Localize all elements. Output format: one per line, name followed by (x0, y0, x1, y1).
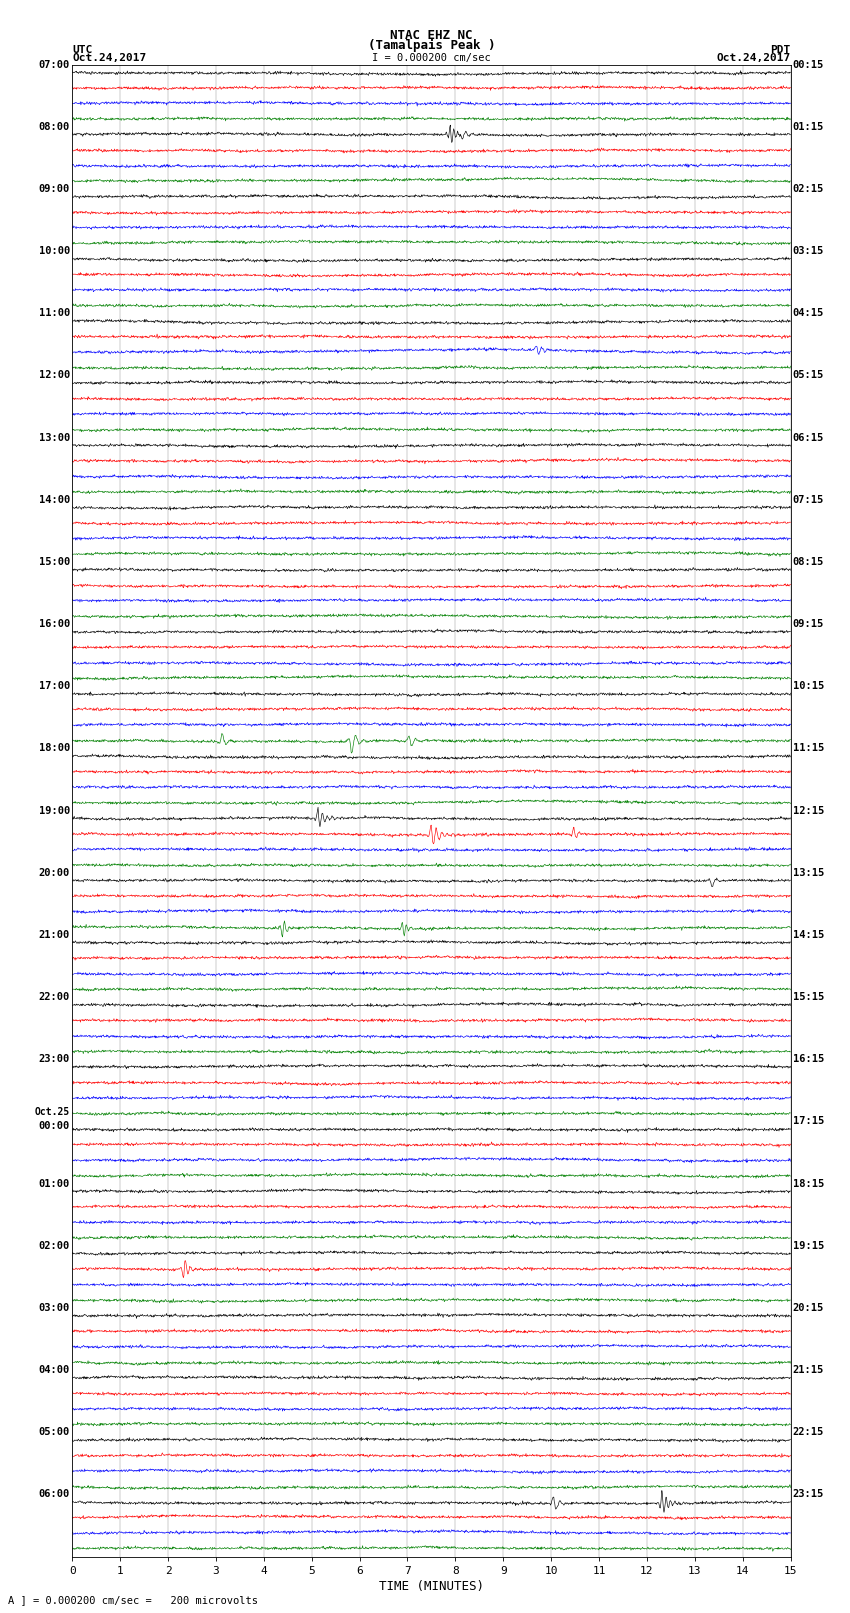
Text: 00:15: 00:15 (793, 60, 824, 69)
Text: 11:00: 11:00 (39, 308, 70, 318)
Text: 15:15: 15:15 (793, 992, 824, 1002)
Text: 14:15: 14:15 (793, 929, 824, 940)
Text: 17:15: 17:15 (793, 1116, 824, 1126)
Text: Oct.25: Oct.25 (35, 1107, 70, 1116)
Text: 23:15: 23:15 (793, 1489, 824, 1500)
Text: 09:15: 09:15 (793, 619, 824, 629)
Text: 08:15: 08:15 (793, 556, 824, 566)
Text: 07:00: 07:00 (39, 60, 70, 69)
Text: 12:00: 12:00 (39, 371, 70, 381)
Text: Oct.24,2017: Oct.24,2017 (717, 53, 790, 63)
Text: 06:00: 06:00 (39, 1489, 70, 1500)
Text: 18:15: 18:15 (793, 1179, 824, 1189)
Text: 05:00: 05:00 (39, 1428, 70, 1437)
Text: 04:00: 04:00 (39, 1365, 70, 1374)
Text: 13:00: 13:00 (39, 432, 70, 442)
Text: 18:00: 18:00 (39, 744, 70, 753)
Text: 20:15: 20:15 (793, 1303, 824, 1313)
Text: 04:15: 04:15 (793, 308, 824, 318)
Text: 02:15: 02:15 (793, 184, 824, 194)
Text: 10:00: 10:00 (39, 247, 70, 256)
Text: 14:00: 14:00 (39, 495, 70, 505)
Text: 22:00: 22:00 (39, 992, 70, 1002)
Text: 07:15: 07:15 (793, 495, 824, 505)
Text: 10:15: 10:15 (793, 681, 824, 692)
Text: 17:00: 17:00 (39, 681, 70, 692)
Text: 21:00: 21:00 (39, 929, 70, 940)
Text: 06:15: 06:15 (793, 432, 824, 442)
Text: NTAC EHZ NC: NTAC EHZ NC (390, 29, 473, 42)
Text: 05:15: 05:15 (793, 371, 824, 381)
Text: 03:00: 03:00 (39, 1303, 70, 1313)
Text: 09:00: 09:00 (39, 184, 70, 194)
Text: Oct.24,2017: Oct.24,2017 (72, 53, 146, 63)
X-axis label: TIME (MINUTES): TIME (MINUTES) (379, 1579, 484, 1592)
Text: A ] = 0.000200 cm/sec =   200 microvolts: A ] = 0.000200 cm/sec = 200 microvolts (8, 1595, 258, 1605)
Text: 16:00: 16:00 (39, 619, 70, 629)
Text: 00:00: 00:00 (39, 1121, 70, 1131)
Text: 22:15: 22:15 (793, 1428, 824, 1437)
Text: PDT: PDT (770, 45, 790, 55)
Text: (Tamalpais Peak ): (Tamalpais Peak ) (367, 39, 495, 52)
Text: 15:00: 15:00 (39, 556, 70, 566)
Text: 23:00: 23:00 (39, 1055, 70, 1065)
Text: 01:15: 01:15 (793, 121, 824, 132)
Text: 19:15: 19:15 (793, 1240, 824, 1250)
Text: I = 0.000200 cm/sec: I = 0.000200 cm/sec (372, 53, 490, 63)
Text: 20:00: 20:00 (39, 868, 70, 877)
Text: 02:00: 02:00 (39, 1240, 70, 1250)
Text: 12:15: 12:15 (793, 805, 824, 816)
Text: 19:00: 19:00 (39, 805, 70, 816)
Text: 03:15: 03:15 (793, 247, 824, 256)
Text: 16:15: 16:15 (793, 1055, 824, 1065)
Text: 21:15: 21:15 (793, 1365, 824, 1374)
Text: 08:00: 08:00 (39, 121, 70, 132)
Text: 11:15: 11:15 (793, 744, 824, 753)
Text: 13:15: 13:15 (793, 868, 824, 877)
Text: 01:00: 01:00 (39, 1179, 70, 1189)
Text: UTC: UTC (72, 45, 93, 55)
